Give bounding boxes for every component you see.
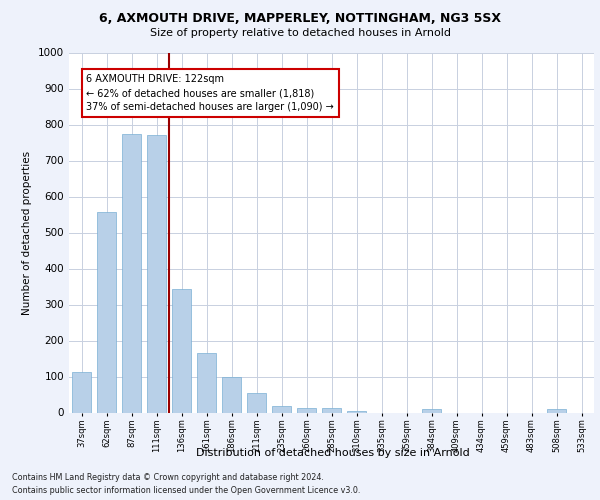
Text: Contains HM Land Registry data © Crown copyright and database right 2024.: Contains HM Land Registry data © Crown c… [12,472,324,482]
Bar [322,408,341,412]
Bar [72,372,91,412]
Text: Distribution of detached houses by size in Arnold: Distribution of detached houses by size … [196,448,470,458]
Text: Size of property relative to detached houses in Arnold: Size of property relative to detached ho… [149,28,451,38]
Bar [297,408,316,412]
Bar [247,394,266,412]
Bar [347,411,366,412]
Y-axis label: Number of detached properties: Number of detached properties [22,150,32,314]
Text: 6, AXMOUTH DRIVE, MAPPERLEY, NOTTINGHAM, NG3 5SX: 6, AXMOUTH DRIVE, MAPPERLEY, NOTTINGHAM,… [99,12,501,26]
Bar [97,212,116,412]
Text: 6 AXMOUTH DRIVE: 122sqm
← 62% of detached houses are smaller (1,818)
37% of semi: 6 AXMOUTH DRIVE: 122sqm ← 62% of detache… [86,74,334,112]
Bar [172,288,191,412]
Bar [547,409,566,412]
Bar [272,406,291,412]
Bar [422,409,441,412]
Text: Contains public sector information licensed under the Open Government Licence v3: Contains public sector information licen… [12,486,361,495]
Bar [147,136,166,412]
Bar [222,377,241,412]
Bar [197,353,216,412]
Bar [122,134,141,412]
